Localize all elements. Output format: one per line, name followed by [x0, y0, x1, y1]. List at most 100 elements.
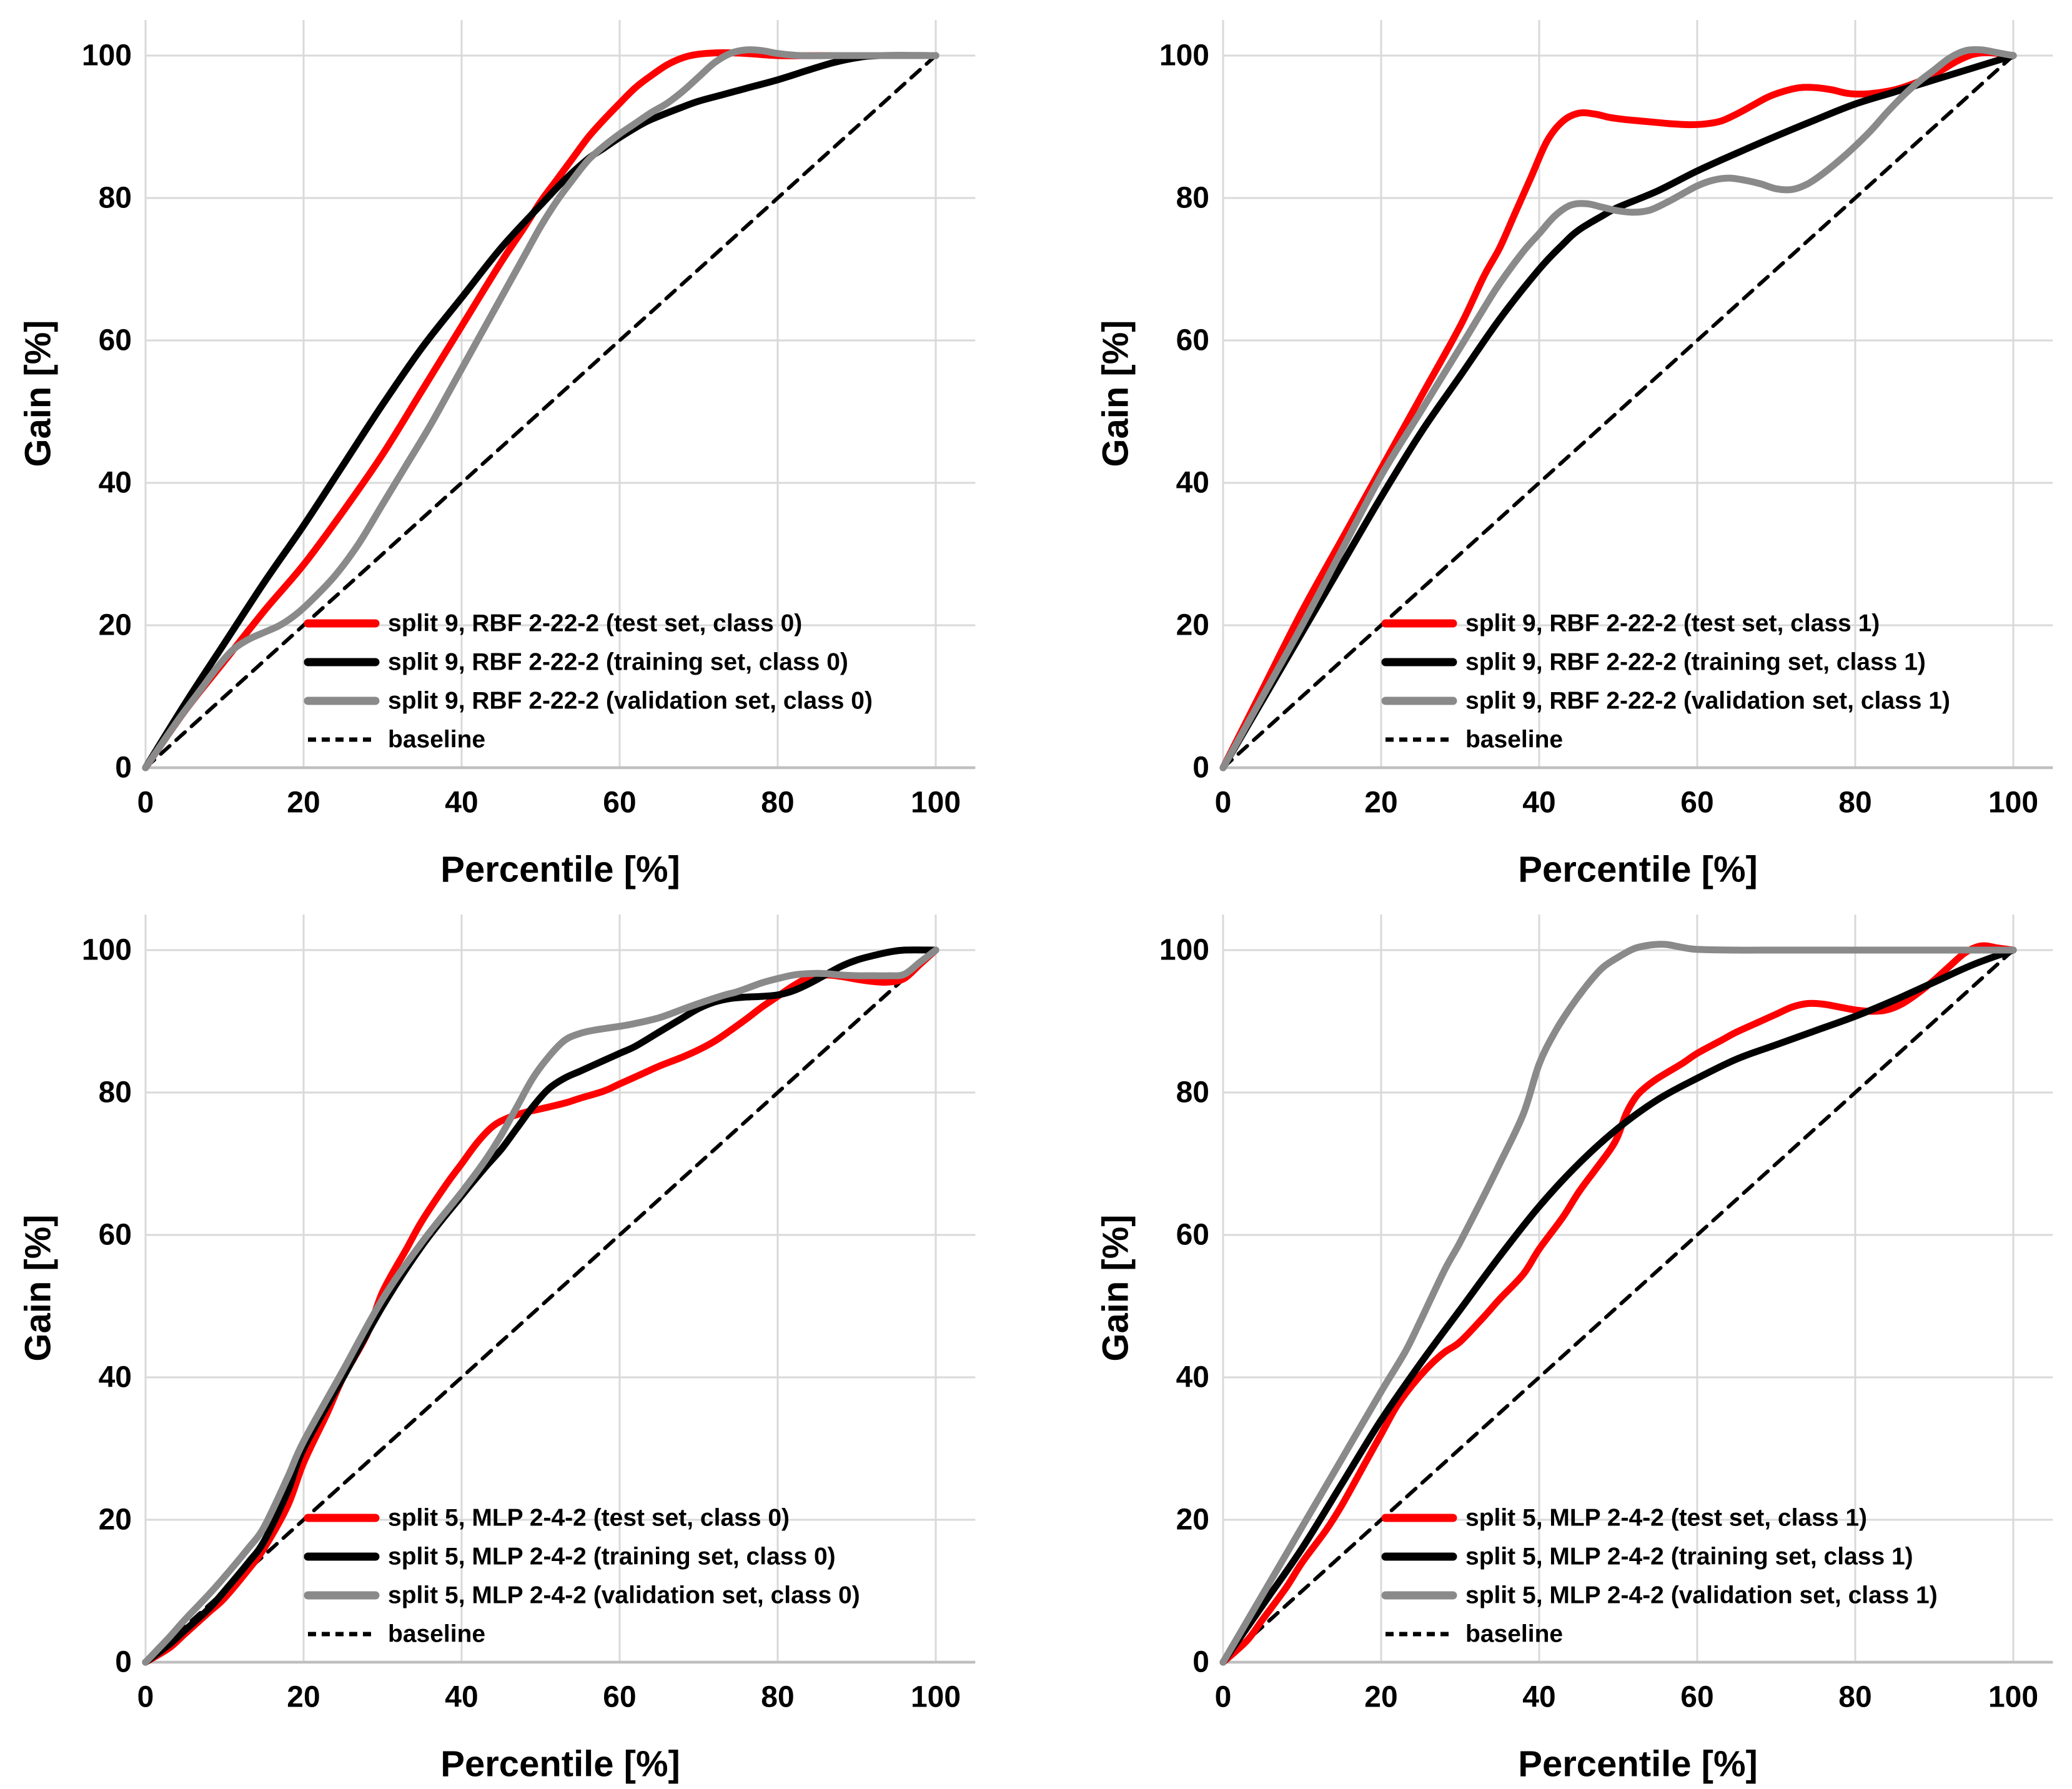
y-axis-title: Gain [%]	[1096, 320, 1136, 467]
legend-row: split 9, RBF 2-22-2 (training set, class…	[304, 649, 848, 676]
x-tick-label: 60	[603, 786, 636, 820]
legend-label-baseline: baseline	[388, 1621, 485, 1648]
y-tick-label: 40	[1176, 467, 1209, 500]
x-tick-label: 60	[603, 1681, 636, 1714]
plot-svg: 0 20 40 60 80 100 0 20 40 60 80 100 Percentile [%] Ga…	[1096, 20, 2053, 890]
x-tick-label: 100	[911, 1681, 961, 1714]
chart-split9-rbf-class1: 0 20 40 60 80 100 0 20 40 60 80 100 Percentile [%] Ga…	[1036, 0, 2072, 894]
legend-label-test: split 5, MLP 2-4-2 (test set, class 1)	[1465, 1505, 1867, 1532]
y-tick-label: 0	[115, 1646, 132, 1679]
y-tick-label: 20	[1176, 1504, 1209, 1537]
legend-row: split 5, MLP 2-4-2 (test set, class 0)	[304, 1505, 790, 1532]
y-tick-label: 0	[1192, 1646, 1209, 1679]
legend-label-test: split 5, MLP 2-4-2 (test set, class 0)	[388, 1505, 790, 1532]
y-axis-title: Gain [%]	[18, 1214, 59, 1361]
x-tick-label: 60	[1680, 786, 1713, 820]
y-tick-label: 60	[1176, 324, 1209, 357]
y-tick-label: 0	[1192, 751, 1209, 785]
legend-row: baseline	[1385, 726, 1563, 753]
curve-training-set	[1219, 52, 2017, 771]
x-tick-label: 0	[1215, 1681, 1232, 1714]
legend-row: split 9, RBF 2-22-2 (validation set, cla…	[1381, 688, 1950, 715]
legend-label-baseline: baseline	[388, 726, 485, 753]
legend-label-baseline: baseline	[1465, 1621, 1563, 1648]
curve-validation-set	[142, 46, 939, 771]
x-tick-label: 20	[287, 786, 320, 820]
y-tick-label: 100	[82, 39, 132, 72]
x-tick-label: 20	[1364, 786, 1397, 820]
x-tick-label: 80	[761, 786, 794, 820]
legend-row: split 5, MLP 2-4-2 (training set, class …	[304, 1544, 836, 1570]
legend-row: baseline	[1385, 1621, 1563, 1648]
x-tick-label: 0	[1215, 786, 1232, 820]
x-axis-title: Percentile [%]	[1518, 850, 1758, 890]
y-tick-label: 40	[99, 1361, 132, 1394]
curve-validation-set	[1219, 941, 2017, 1666]
curve-training-set	[1219, 946, 2017, 1666]
legend-label-validation: split 5, MLP 2-4-2 (validation set, clas…	[1465, 1582, 1938, 1609]
y-tick-label: 40	[1176, 1361, 1209, 1394]
x-tick-label: 20	[1364, 1681, 1397, 1714]
legend-label-training: split 9, RBF 2-22-2 (training set, class…	[1465, 649, 1926, 676]
plot-svg: 0 20 40 60 80 100 0 20 40 60 80 100 Percentile [%] Ga…	[1096, 914, 2053, 1785]
curve-test-set	[1219, 942, 2017, 1666]
y-tick-label: 40	[99, 467, 132, 500]
x-tick-label: 20	[287, 1681, 320, 1714]
legend-row: baseline	[308, 726, 485, 753]
y-tick-label: 80	[1176, 1076, 1209, 1109]
x-tick-label: 80	[1838, 1681, 1871, 1714]
legend: split 9, RBF 2-22-2 (test set, class 0) s…	[304, 610, 873, 753]
y-tick-label: 20	[99, 1504, 132, 1537]
curve-baseline	[144, 948, 938, 1664]
y-axis-title: Gain [%]	[18, 320, 59, 467]
legend-label-training: split 5, MLP 2-4-2 (training set, class …	[1465, 1544, 1913, 1570]
legend-row: split 9, RBF 2-22-2 (test set, class 1)	[1381, 610, 1880, 637]
y-tick-label: 20	[99, 609, 132, 642]
legend-row: split 9, RBF 2-22-2 (training set, class…	[1381, 649, 1926, 676]
x-tick-label: 40	[445, 1681, 478, 1714]
x-tick-label: 80	[1838, 786, 1871, 820]
x-tick-label: 40	[1522, 786, 1555, 820]
curve-validation-set	[142, 946, 939, 1666]
y-tick-label: 80	[99, 182, 132, 215]
curve-validation-set	[1219, 46, 2017, 771]
x-tick-label: 0	[137, 786, 154, 820]
legend-label-validation: split 9, RBF 2-22-2 (validation set, cla…	[388, 688, 873, 715]
curve-baseline	[1221, 54, 2015, 770]
x-tick-label: 80	[761, 1681, 794, 1714]
y-tick-label: 60	[99, 1219, 132, 1252]
y-tick-label: 80	[99, 1076, 132, 1109]
legend-label-baseline: baseline	[1465, 726, 1563, 753]
y-tick-label: 20	[1176, 609, 1209, 642]
x-axis-title: Percentile [%]	[1518, 1744, 1758, 1785]
legend-label-validation: split 9, RBF 2-22-2 (validation set, cla…	[1465, 688, 1950, 715]
legend-row: split 5, MLP 2-4-2 (validation set, clas…	[1381, 1582, 1938, 1609]
x-tick-label: 100	[1988, 1681, 2038, 1714]
legend: split 5, MLP 2-4-2 (test set, class 1) sp…	[1381, 1505, 1938, 1648]
legend-row: split 9, RBF 2-22-2 (test set, class 0)	[304, 610, 802, 637]
legend-row: baseline	[308, 1621, 485, 1648]
legend-label-test: split 9, RBF 2-22-2 (test set, class 0)	[388, 610, 802, 637]
x-tick-label: 40	[1522, 1681, 1555, 1714]
legend-label-training: split 5, MLP 2-4-2 (training set, class …	[388, 1544, 836, 1570]
plot-svg: 0 20 40 60 80 100 0 20 40 60 80 100 Percentile [%] Ga…	[18, 20, 976, 890]
legend-row: split 9, RBF 2-22-2 (validation set, cla…	[304, 688, 873, 715]
x-tick-label: 0	[137, 1681, 154, 1714]
x-tick-label: 100	[1988, 786, 2038, 820]
y-tick-label: 80	[1176, 182, 1209, 215]
y-axis-title: Gain [%]	[1096, 1214, 1136, 1361]
x-tick-label: 100	[911, 786, 961, 820]
legend-label-training: split 9, RBF 2-22-2 (training set, class…	[388, 649, 848, 676]
chart-split9-rbf-class0: 0 20 40 60 80 100 0 20 40 60 80 100 Percentile [%] Ga…	[0, 0, 1036, 894]
y-tick-label: 60	[1176, 1219, 1209, 1252]
curve-training-set	[142, 946, 939, 1666]
legend-row: split 5, MLP 2-4-2 (test set, class 1)	[1381, 1505, 1867, 1532]
y-tick-label: 0	[115, 751, 132, 785]
legend-label-validation: split 5, MLP 2-4-2 (validation set, clas…	[388, 1582, 860, 1609]
y-tick-label: 60	[99, 324, 132, 357]
chart-split5-mlp-class1: 0 20 40 60 80 100 0 20 40 60 80 100 Percentile [%] Ga…	[1036, 894, 2072, 1789]
curve-baseline	[1221, 948, 2015, 1664]
plot-svg: 0 20 40 60 80 100 0 20 40 60 80 100 Percentile [%] Ga…	[18, 914, 976, 1785]
x-axis-title: Percentile [%]	[440, 1744, 680, 1785]
